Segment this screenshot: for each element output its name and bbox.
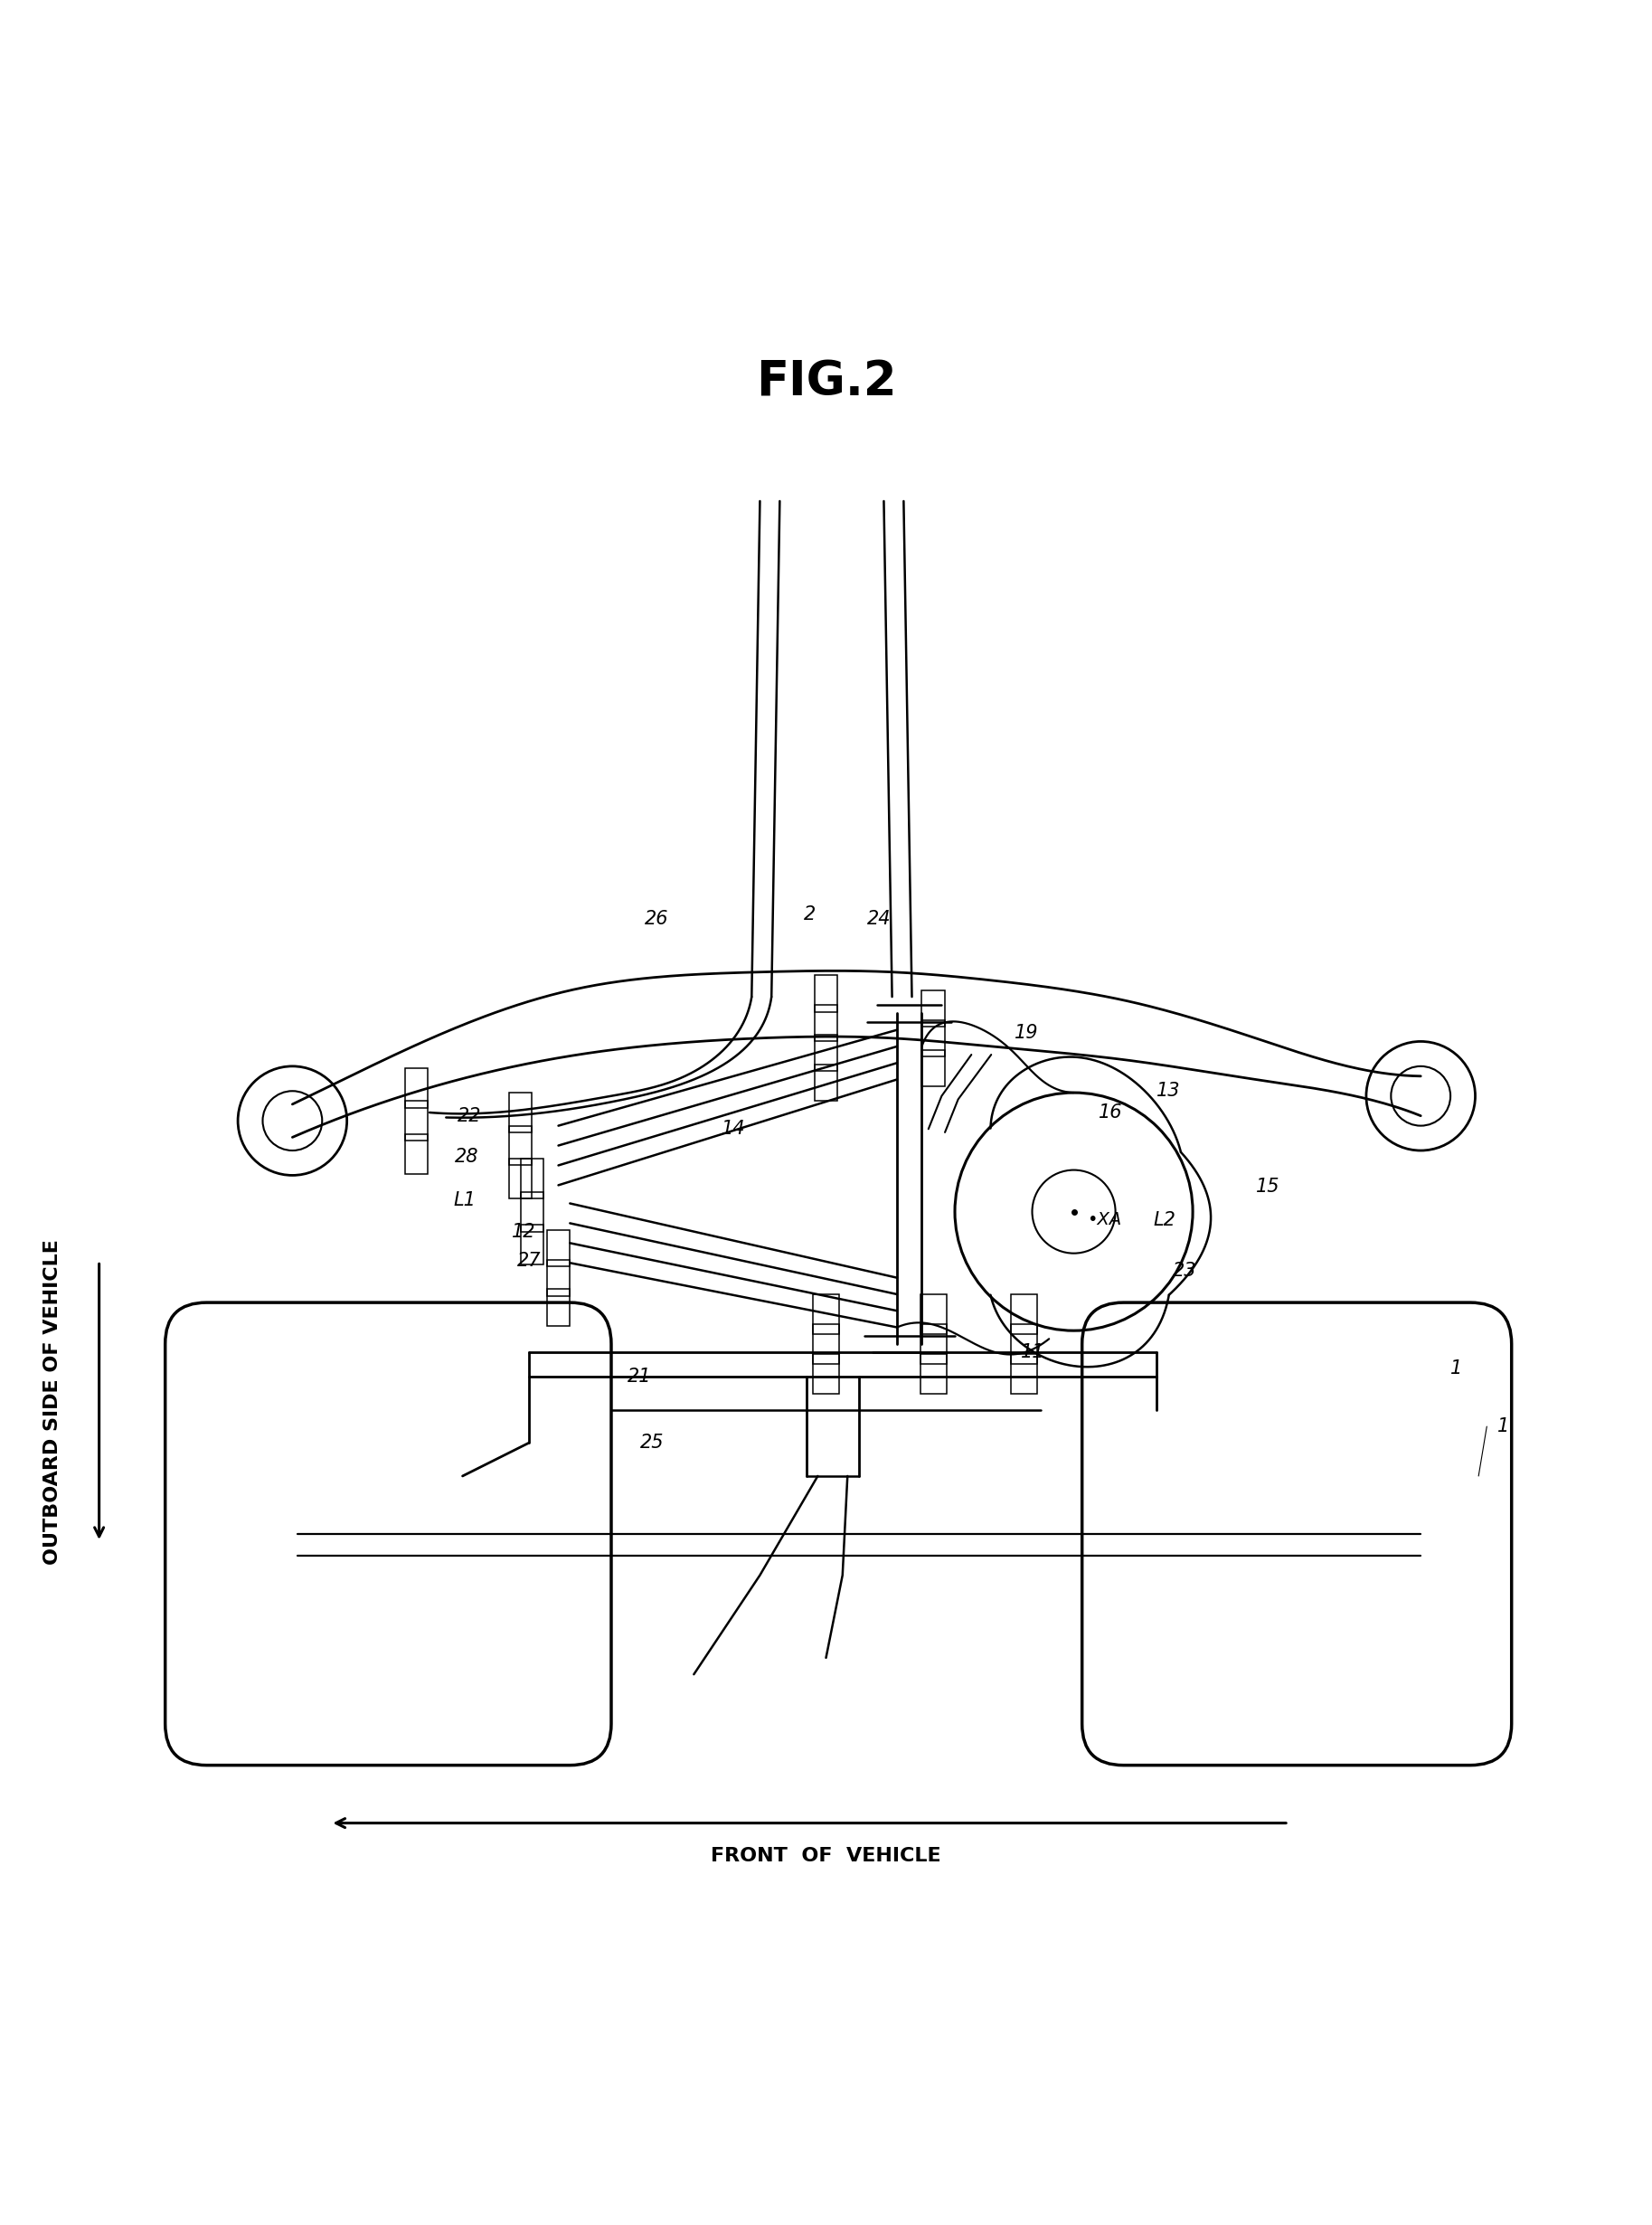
Text: 28: 28 (454, 1148, 479, 1166)
Text: 26: 26 (644, 910, 669, 928)
Text: 25: 25 (641, 1433, 664, 1453)
Text: 2: 2 (803, 906, 816, 923)
Text: 11: 11 (1021, 1344, 1046, 1362)
Text: OUTBOARD SIDE OF VEHICLE: OUTBOARD SIDE OF VEHICLE (45, 1239, 61, 1564)
Text: 19: 19 (1014, 1024, 1039, 1041)
Text: 22: 22 (458, 1106, 482, 1126)
Text: •XA: •XA (1087, 1210, 1122, 1228)
Text: L2: L2 (1153, 1210, 1176, 1228)
Text: FIG.2: FIG.2 (755, 358, 897, 405)
Text: 21: 21 (628, 1368, 653, 1386)
Text: 1: 1 (1450, 1359, 1462, 1377)
Text: 16: 16 (1099, 1104, 1123, 1121)
Text: 27: 27 (517, 1253, 542, 1270)
Text: 1: 1 (1497, 1417, 1510, 1435)
Text: L1: L1 (453, 1190, 476, 1208)
Text: 15: 15 (1256, 1177, 1280, 1195)
Text: 14: 14 (722, 1119, 747, 1137)
Text: 13: 13 (1156, 1081, 1181, 1099)
Text: FRONT  OF  VEHICLE: FRONT OF VEHICLE (710, 1847, 942, 1865)
Text: 12: 12 (512, 1222, 537, 1242)
Text: 23: 23 (1173, 1262, 1198, 1279)
Text: 24: 24 (867, 910, 892, 928)
